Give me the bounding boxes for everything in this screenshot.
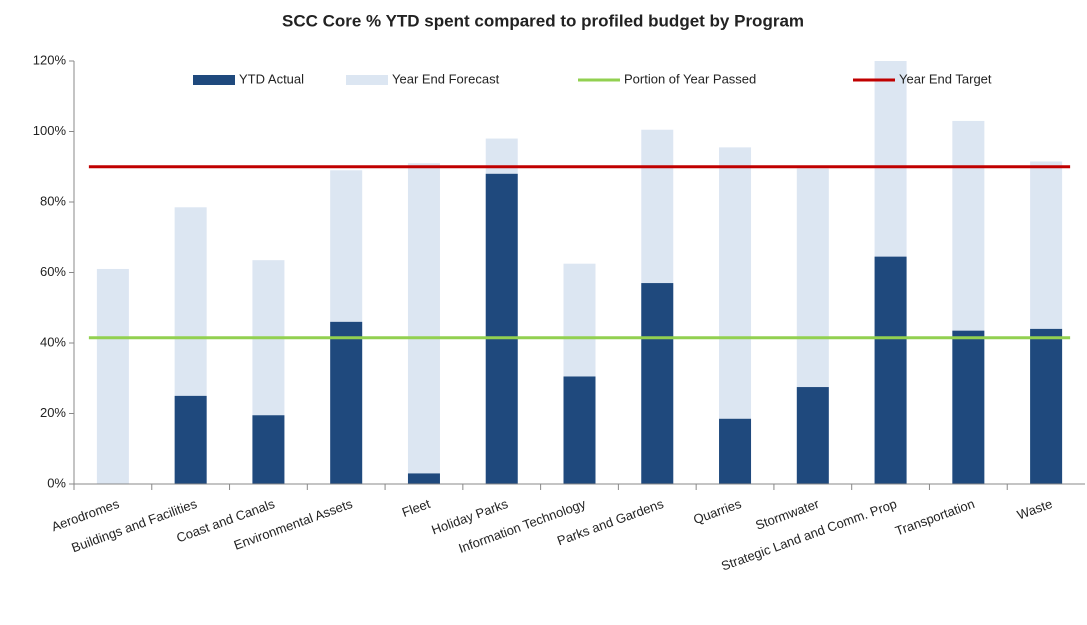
bar	[563, 376, 596, 484]
y-tick-label: 80%	[40, 193, 66, 208]
x-tick-label: Waste	[1015, 496, 1054, 523]
y-tick-label: 40%	[40, 334, 66, 349]
bar	[796, 387, 829, 484]
chart-title: SCC Core % YTD spent compared to profile…	[282, 11, 804, 30]
bar	[485, 173, 518, 485]
y-tick-label: 0%	[47, 475, 66, 490]
bar	[407, 473, 440, 484]
legend-label: Portion of Year Passed	[624, 71, 756, 86]
y-tick-label: 120%	[33, 52, 67, 67]
bar	[407, 163, 440, 484]
bar	[952, 330, 985, 484]
legend-swatch	[193, 75, 235, 85]
bar	[96, 268, 129, 484]
y-tick-label: 60%	[40, 264, 66, 279]
bar	[874, 256, 907, 484]
x-tick-label: Transportation	[893, 496, 976, 539]
y-tick-label: 100%	[33, 123, 67, 138]
legend-swatch	[346, 75, 388, 85]
legend-label: Year End Forecast	[392, 71, 500, 86]
bar	[641, 283, 674, 484]
bar	[174, 395, 207, 484]
bar	[330, 321, 363, 484]
x-tick-label: Quarries	[691, 496, 743, 527]
legend-label: YTD Actual	[239, 71, 304, 86]
x-tick-label: Fleet	[400, 496, 433, 520]
x-tick-label: Information Technology	[456, 496, 588, 556]
legend-label: Year End Target	[899, 71, 992, 86]
bar	[252, 415, 285, 484]
bar	[719, 418, 752, 484]
bar	[1030, 328, 1063, 484]
x-tick-label: Buildings and Facilities	[69, 496, 199, 555]
y-tick-label: 20%	[40, 405, 66, 420]
